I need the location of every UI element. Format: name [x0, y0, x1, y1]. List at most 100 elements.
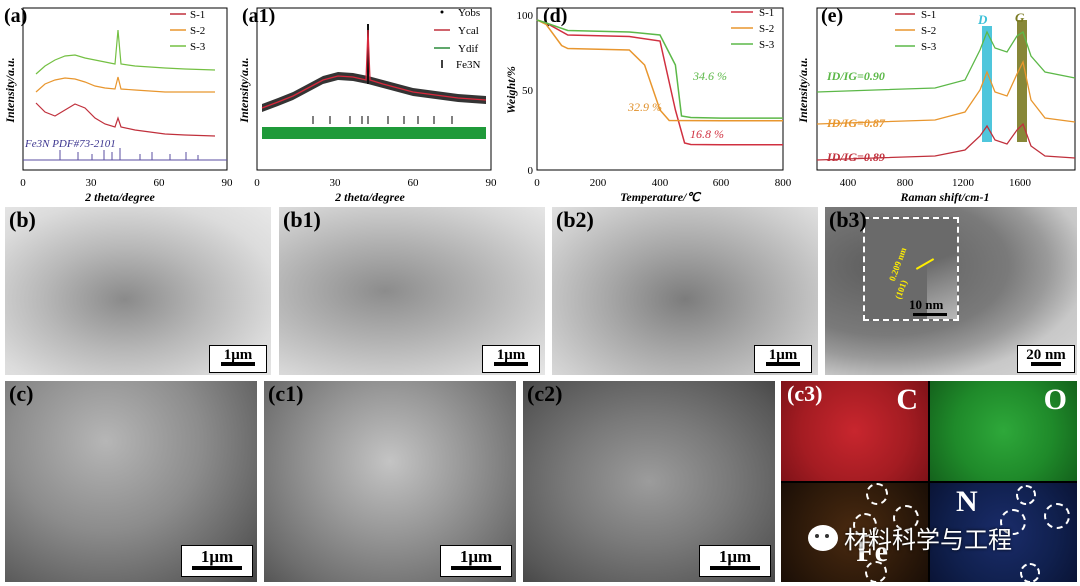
legend-s2: S-2: [921, 25, 936, 37]
particle-marker: [866, 483, 888, 505]
particle-marker: [853, 513, 877, 537]
legend-s2: S-2: [759, 23, 774, 35]
legend-s3: S-3: [190, 41, 206, 53]
tga-curve-s-2: [536, 19, 783, 122]
x-ticks: 400 800 1200 1600: [840, 177, 1032, 189]
ratio-s2: ID/IG=0.87: [826, 116, 886, 130]
particle-marker: [1016, 485, 1036, 505]
sem-image-c1: (c1) 1μm: [264, 381, 516, 582]
panel-label: (c2): [527, 381, 563, 406]
reference-ticks: [59, 148, 199, 160]
scale-bar: 20 nm: [1017, 345, 1075, 373]
scale-line: [221, 362, 255, 366]
g-band-highlight: [1017, 20, 1027, 142]
hrtem-image-b3: (b3) 0.209 nm (101) 10 nm 20 nm: [825, 207, 1077, 375]
scale-bar: 1μm: [699, 545, 771, 577]
panel-a-xrd: (a) S-1 S-2 S-3 Fe3N PDF#73-2101 0 30 60…: [0, 0, 235, 205]
plot-frame: [256, 7, 492, 171]
legend: S-1 S-2 S-3: [731, 7, 775, 51]
d-band-highlight: [982, 26, 992, 142]
g-band-label: G: [1015, 10, 1025, 25]
panel-label: (b1): [283, 207, 321, 232]
plot-frame: [536, 7, 784, 171]
eds-map-oxygen: O: [930, 381, 1077, 481]
xtick: 60: [408, 177, 420, 189]
xtick: 400: [652, 177, 669, 189]
scale-label: 1μm: [768, 347, 798, 363]
particle-marker: [865, 561, 887, 582]
xrd-curve-s3: [35, 29, 216, 75]
d-band-label: D: [977, 12, 988, 27]
panel-label: (c): [9, 381, 34, 406]
scale-line: [451, 566, 501, 570]
xrd-curve-s2: [35, 76, 215, 93]
legend: S-1 S-2 S-3: [895, 9, 937, 53]
legend-fe3n: Fe3N: [456, 59, 481, 71]
raman-curve-s3: [816, 30, 1076, 93]
legend-ydif: Ydif: [458, 43, 479, 55]
panel-label: (a): [4, 5, 27, 27]
legend-s3: S-3: [759, 39, 775, 51]
xtick: 400: [840, 177, 857, 189]
tem-image-b: (b) 1μm: [5, 207, 271, 375]
scale-bar: 1μm: [440, 545, 512, 577]
observed-data: [262, 72, 486, 112]
panel-d-tga: (d) S-1 S-2 S-3 32.9 % 34.6 % 16.8 % 0 5…: [503, 0, 795, 205]
tga-curve-s-1: [536, 19, 783, 146]
scale-label: 1μm: [459, 547, 493, 566]
ratio-s1: ID/IG=0.89: [826, 150, 885, 164]
xtick: 600: [713, 177, 730, 189]
panel-label: (b): [9, 207, 36, 232]
xtick: 1200: [952, 177, 975, 189]
watermark: 材料科学与工程: [808, 520, 1012, 555]
scale-label: 1μm: [223, 347, 253, 363]
tga-series: [536, 19, 783, 146]
legend-s2: S-2: [190, 25, 205, 37]
fe3n-ticks: [312, 116, 453, 124]
calculated-curve: [261, 29, 487, 109]
particle-marker: [1044, 503, 1070, 529]
scale-line: [710, 566, 760, 570]
xtick: 800: [897, 177, 914, 189]
ytick: 0: [528, 165, 534, 177]
panel-label: (d): [543, 5, 567, 27]
y-axis-label: Intensity/a.u.: [3, 57, 17, 123]
panel-a1-refinement: (a1) Yobs Ycal Ydif Fe3N 0 30 60 90 2 th…: [238, 0, 500, 205]
xtick: 0: [20, 177, 26, 189]
scale-bar: 1μm: [754, 345, 812, 373]
panel-label: (c1): [268, 381, 304, 406]
legend-yobs: Yobs: [458, 7, 480, 19]
x-ticks: 0 200 400 600 800: [534, 177, 792, 189]
xtick: 90: [222, 177, 234, 189]
scale-line: [1031, 362, 1061, 366]
tga-curve-s-3: [536, 19, 783, 119]
panel-e-raman: (e) S-1 S-2 S-3 D G ID/IG=0.90 ID/IG=0.8…: [795, 0, 1080, 205]
eds-map-nitrogen: N: [930, 483, 1077, 582]
xtick: 200: [590, 177, 607, 189]
ratio-s3: ID/IG=0.90: [826, 69, 885, 83]
legend-swatch-yobs: [440, 10, 444, 14]
xtick: 0: [254, 177, 260, 189]
raman-curve-s2: [816, 60, 1076, 125]
eds-map-carbon: C: [781, 381, 928, 481]
wechat-icon: [808, 524, 838, 551]
panel-label: (e): [821, 5, 843, 27]
xtick: 0: [534, 177, 540, 189]
x-axis-label: 2 theta/degree: [334, 190, 405, 204]
x-axis-label: Temperature/℃: [620, 190, 701, 204]
eds-map-iron: Fe: [781, 483, 928, 582]
raman-chart: (e) S-1 S-2 S-3 D G ID/IG=0.90 ID/IG=0.8…: [796, 5, 1076, 204]
y-ticks: 0 50 100: [517, 10, 534, 177]
raman-curve-s1: [816, 122, 1076, 161]
panel-label: (b3): [829, 207, 867, 232]
y-axis-label: Intensity/a.u.: [238, 57, 251, 123]
sem-image-c: (c) 1μm: [5, 381, 257, 582]
y-axis-label: Intensity/a.u.: [796, 57, 810, 123]
sem-image-c2: (c2) 1μm: [523, 381, 775, 582]
annotation-s1: 16.8 %: [690, 127, 724, 141]
xtick: 60: [154, 177, 166, 189]
scale-line: [494, 362, 528, 366]
scale-line: [766, 362, 800, 366]
x-axis-label: 2 theta/degree: [84, 190, 155, 204]
scale-label: 1μm: [718, 547, 752, 566]
